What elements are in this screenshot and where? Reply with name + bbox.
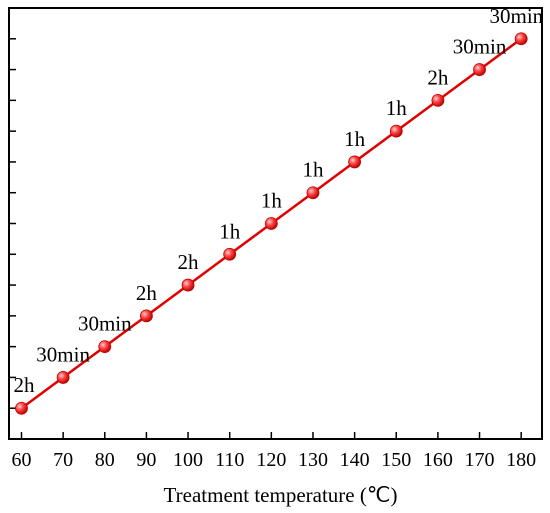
x-axis-title: Treatment temperature (℃) xyxy=(164,483,398,507)
data-point-130 xyxy=(306,186,320,200)
point-label-160: 2h xyxy=(427,65,449,89)
x-tick-label-110: 110 xyxy=(215,449,244,471)
point-label-100: 2h xyxy=(178,250,200,274)
data-point-180 xyxy=(514,32,528,46)
x-tick-label-150: 150 xyxy=(381,449,411,471)
point-label-90: 2h xyxy=(136,281,158,305)
x-tick-label-60: 60 xyxy=(11,449,31,471)
data-point-140 xyxy=(348,155,362,169)
data-point-70 xyxy=(56,371,70,384)
point-label-180: 30min xyxy=(490,4,544,28)
point-label-130: 1h xyxy=(302,158,324,182)
x-tick-label-70: 70 xyxy=(53,449,73,471)
data-point-170 xyxy=(473,63,486,76)
point-label-170: 30min xyxy=(453,35,507,59)
x-tick-label-170: 170 xyxy=(465,449,495,471)
point-label-60: 2h xyxy=(13,373,35,397)
x-tick-label-140: 140 xyxy=(340,449,370,471)
data-point-110 xyxy=(223,247,237,261)
data-point-160 xyxy=(431,93,445,107)
x-tick-label-90: 90 xyxy=(136,449,156,471)
x-tick-label-130: 130 xyxy=(298,449,328,471)
data-point-120 xyxy=(264,217,278,230)
x-tick-label-120: 120 xyxy=(256,449,286,471)
x-tick-label-80: 80 xyxy=(95,449,115,471)
data-point-100 xyxy=(181,278,195,292)
data-point-150 xyxy=(389,124,403,138)
point-label-70: 30min xyxy=(36,342,90,366)
data-point-60 xyxy=(15,401,28,415)
x-tick-label-180: 180 xyxy=(506,449,536,471)
point-label-140: 1h xyxy=(344,127,366,151)
data-point-80 xyxy=(98,340,112,354)
x-tick-label-100: 100 xyxy=(173,449,203,471)
data-point-90 xyxy=(140,309,153,323)
point-label-80: 30min xyxy=(78,312,132,336)
point-label-120: 1h xyxy=(261,189,283,213)
x-tick-label-160: 160 xyxy=(423,449,453,471)
point-label-150: 1h xyxy=(386,96,408,120)
point-label-110: 1h xyxy=(219,219,241,243)
